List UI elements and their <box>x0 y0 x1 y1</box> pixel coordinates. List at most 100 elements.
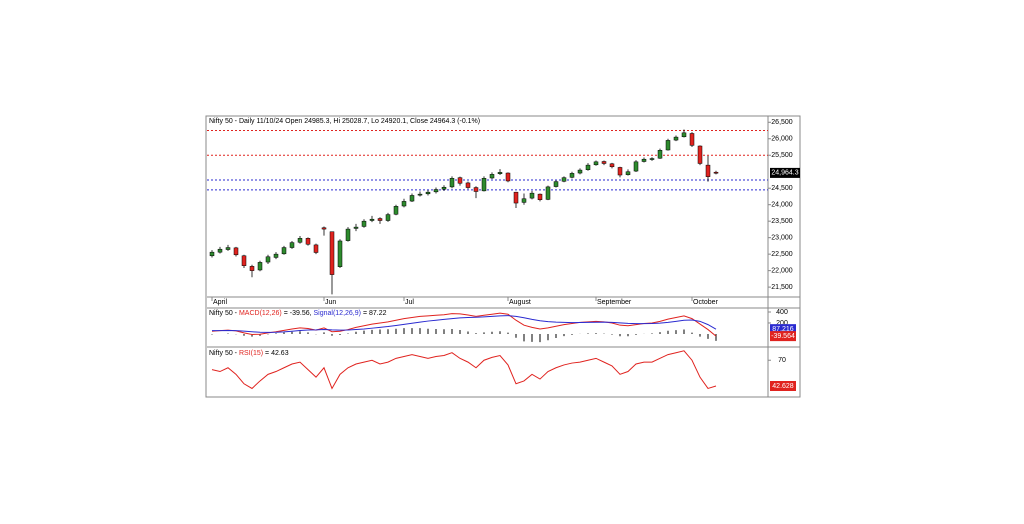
value-box-label: 42.628 <box>772 383 794 390</box>
readout: = 87.22 <box>363 310 387 317</box>
indicator-line <box>211 350 717 390</box>
candle-body <box>609 163 615 168</box>
candle-body <box>297 238 303 243</box>
candle-body <box>473 187 479 192</box>
candle-body <box>481 178 487 192</box>
candle-body <box>657 150 663 159</box>
y-tick-label: 22,500 <box>771 251 793 258</box>
candle-body <box>641 158 647 162</box>
x-tick-label: April <box>213 299 227 306</box>
candle-body <box>417 193 423 196</box>
candle-body <box>425 191 431 195</box>
candle-body <box>449 178 455 188</box>
candle-body <box>577 169 583 174</box>
candle-body <box>401 201 407 207</box>
y-tick-label: 400 <box>776 309 788 316</box>
candle-body <box>281 247 287 255</box>
candle-body <box>537 193 543 200</box>
candle-body <box>601 161 607 164</box>
x-tick-label: Jun <box>325 299 336 306</box>
candle-body <box>257 262 263 271</box>
y-tick-label: 21,500 <box>771 284 793 291</box>
candle-body <box>249 266 255 271</box>
candle-body <box>265 256 271 263</box>
value-box <box>770 167 800 178</box>
y-tick-label: 24,500 <box>771 185 793 192</box>
candle-body <box>513 191 519 204</box>
value-box-label: -39.564 <box>771 333 795 340</box>
candle-body <box>433 189 439 193</box>
candle-body <box>553 181 559 187</box>
value-box <box>770 324 796 335</box>
candle-body <box>569 173 575 178</box>
y-tick-label: 22,000 <box>771 267 793 274</box>
title-prefix: Nifty 50 - <box>209 350 238 357</box>
candle-body <box>369 218 375 221</box>
candle-body <box>497 172 503 174</box>
candle-body <box>593 161 599 166</box>
candle-body <box>321 227 327 230</box>
rsi-title: Nifty 50 - RSI(15) = 42.63 <box>209 350 289 357</box>
value-box <box>770 331 796 342</box>
y-tick-label: 25,500 <box>771 152 793 159</box>
candle-body <box>489 174 495 179</box>
y-tick-label: 70 <box>778 357 786 364</box>
y-tick-label: 26,000 <box>771 136 793 143</box>
candle-body <box>241 255 247 266</box>
candle-body <box>337 240 343 267</box>
title-prefix: Nifty 50 - <box>209 310 238 317</box>
candle-body <box>289 242 295 248</box>
value-box-label: 24,964.3 <box>771 170 798 177</box>
candle-body <box>441 186 447 190</box>
candle-body <box>225 247 231 250</box>
candle-body <box>361 220 367 227</box>
candle-body <box>681 132 687 138</box>
value-box-label: 87.216 <box>772 326 794 333</box>
candle-body <box>705 164 711 177</box>
candle-body <box>617 167 623 176</box>
candle-body <box>713 171 719 174</box>
candle-body <box>545 186 551 200</box>
y-tick-label: 23,500 <box>771 218 793 225</box>
candle-body <box>353 226 359 229</box>
candle-body <box>209 251 215 257</box>
candle-body <box>665 140 671 151</box>
candle-body <box>505 172 511 182</box>
candle-body <box>625 171 631 175</box>
chart-title: Nifty 50 - Daily 11/10/24 Open 24985.3, … <box>209 118 480 125</box>
y-tick-label: 24,000 <box>771 202 793 209</box>
macd-title: Nifty 50 - MACD(12,26) = -39.56, Signal(… <box>209 310 387 317</box>
candle-body <box>465 182 471 188</box>
y-tick-label: 26,500 <box>771 119 793 126</box>
candle-body <box>649 158 655 160</box>
indicator-line <box>212 315 717 333</box>
candle-body <box>233 247 239 256</box>
indicator-line <box>211 312 717 337</box>
readout: = -39.56, <box>284 310 312 317</box>
candle-body <box>457 177 463 184</box>
readout: = 42.63 <box>265 350 289 357</box>
candle-body <box>561 177 567 182</box>
candle-body <box>377 218 383 221</box>
candle-body <box>273 253 279 258</box>
candle-body <box>633 161 639 172</box>
candle-body <box>585 164 591 170</box>
y-tick-label: 23,000 <box>771 235 793 242</box>
candle-body <box>529 192 535 199</box>
legend-entry: RSI(15) <box>239 350 263 357</box>
candle-body <box>689 133 695 146</box>
legend-entry: MACD(12,26) <box>239 310 282 317</box>
value-box <box>770 380 796 391</box>
x-tick-label: August <box>509 299 531 306</box>
candle-body <box>521 198 527 203</box>
x-tick-label: October <box>693 299 719 306</box>
candle-body <box>393 206 399 215</box>
candle-body <box>385 214 391 221</box>
x-tick-label: Jul <box>405 299 414 306</box>
legend-entry: Signal(12,26,9) <box>314 310 361 317</box>
candle-body <box>313 244 319 253</box>
candle-body <box>673 136 679 141</box>
candle-body <box>409 195 415 202</box>
candle-body <box>305 238 311 245</box>
